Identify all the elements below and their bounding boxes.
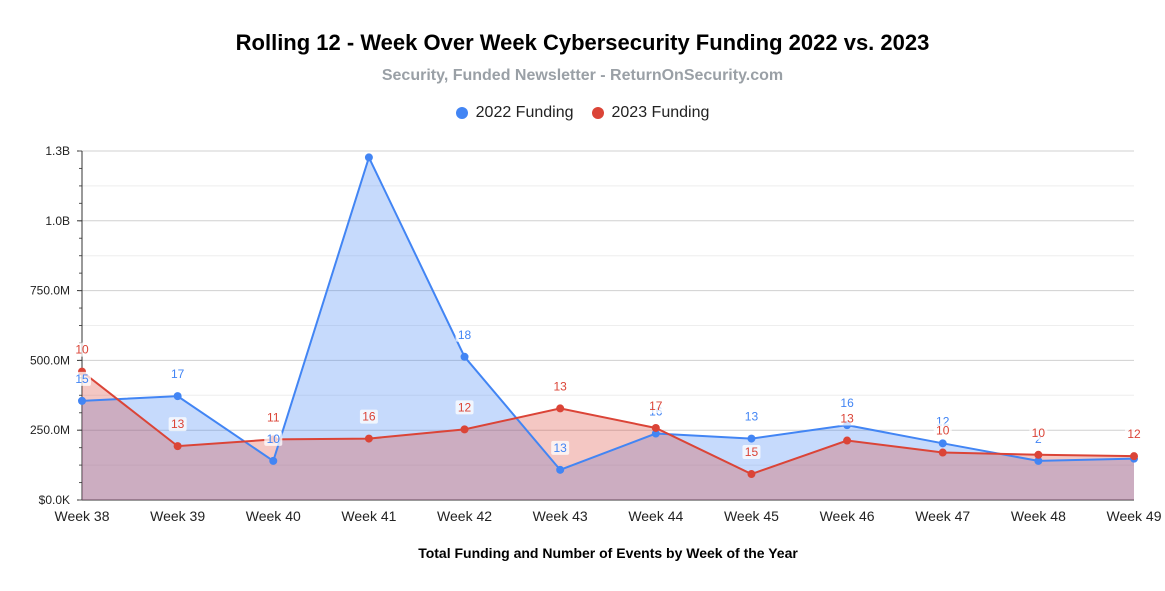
data-point-series-1[interactable] — [1130, 452, 1138, 461]
data-point-series-0[interactable] — [173, 392, 182, 401]
data-point-series-1[interactable] — [173, 442, 182, 451]
data-label-series-1: 17 — [649, 399, 663, 413]
area-series-1 — [82, 371, 1134, 500]
x-tick-label: Week 39 — [150, 508, 205, 524]
data-label-series-1: 10 — [1032, 426, 1046, 440]
legend-label-2022: 2022 Funding — [475, 104, 574, 121]
data-label-series-1: 13 — [554, 379, 568, 393]
legend: 2022 Funding 2023 Funding — [0, 104, 1165, 122]
data-point-series-1[interactable] — [556, 404, 565, 413]
data-label-bg — [742, 409, 761, 424]
data-point-series-0[interactable] — [938, 439, 947, 448]
line-series-0 — [81, 154, 1135, 472]
data-point-series-0[interactable] — [78, 396, 86, 405]
data-label-series-1: 10 — [936, 424, 950, 438]
data-point-series-1[interactable] — [843, 436, 852, 445]
data-label-bg — [1125, 427, 1143, 442]
data-label-bg — [73, 371, 91, 386]
data-label-series-1: 12 — [1127, 427, 1141, 441]
data-point-series-1[interactable] — [651, 423, 660, 432]
data-point-series-1[interactable] — [938, 448, 947, 457]
x-tick-label: Week 48 — [1011, 508, 1066, 524]
data-label-bg — [359, 409, 378, 424]
data-label-series-0: 13 — [554, 441, 568, 455]
data-label-bg — [73, 342, 91, 357]
data-point-series-0[interactable] — [269, 456, 278, 465]
y-tick-label: 250.0M — [30, 423, 70, 437]
y-tick-label: 750.0M — [30, 284, 70, 298]
x-tick-label: Week 43 — [533, 508, 588, 524]
x-tick-label: Week 47 — [915, 508, 970, 524]
data-label-bg — [838, 411, 857, 426]
data-label-series-1: 13 — [840, 412, 854, 426]
data-label-bg — [551, 379, 570, 394]
data-label-bg — [742, 445, 761, 460]
x-tick-label: Week 38 — [55, 508, 110, 524]
y-tick-label: $0.0K — [39, 493, 70, 507]
data-label-bg — [933, 423, 952, 438]
data-label-bg — [551, 440, 570, 455]
data-label-series-0: 15 — [75, 372, 89, 386]
data-label-series-1: 12 — [458, 400, 472, 414]
data-point-series-1[interactable] — [460, 425, 469, 434]
data-point-series-0[interactable] — [556, 465, 565, 474]
x-axis-title: Total Funding and Number of Events by We… — [418, 545, 798, 561]
y-tick-label: 1.0B — [45, 214, 70, 228]
x-tick-label: Week 42 — [437, 508, 492, 524]
data-label-series-0: 18 — [458, 328, 472, 342]
x-tick-label: Week 44 — [628, 508, 683, 524]
line-series-1 — [81, 370, 1135, 476]
legend-item-2023[interactable]: 2023 Funding — [591, 104, 710, 122]
data-label-series-0: 17 — [171, 367, 185, 381]
y-tick-label: 500.0M — [30, 353, 70, 367]
y-tick-label: 1.3B — [45, 144, 70, 158]
chart-title: Rolling 12 - Week Over Week Cybersecurit… — [235, 30, 930, 55]
legend-item-2022[interactable]: 2022 Funding — [455, 104, 574, 122]
data-label-series-1: 13 — [171, 417, 185, 431]
data-point-series-0[interactable] — [747, 434, 756, 443]
x-tick-label: Week 49 — [1107, 508, 1162, 524]
data-label-bg — [168, 417, 187, 432]
chart-subtitle: Security, Funded Newsletter - ReturnOnSe… — [381, 67, 784, 84]
data-label-bg — [838, 396, 857, 411]
data-point-series-1[interactable] — [364, 434, 373, 443]
data-label-series-0: 13 — [745, 410, 759, 424]
data-point-series-1[interactable] — [1034, 450, 1043, 459]
data-label-bg — [264, 431, 283, 446]
data-label-bg — [1029, 425, 1048, 440]
x-tick-label: Week 40 — [246, 508, 301, 524]
area-series-0 — [82, 157, 1134, 500]
x-tick-label: Week 45 — [724, 508, 779, 524]
data-label-bg — [455, 400, 474, 415]
data-label-series-0: 10 — [267, 432, 281, 446]
data-label-series-1: 11 — [267, 410, 280, 424]
data-label-series-1: 15 — [745, 445, 759, 459]
legend-marker-2023 — [591, 107, 604, 119]
data-label-bg — [264, 410, 283, 425]
x-tick-label: Week 46 — [820, 508, 875, 524]
data-label-bg — [168, 367, 187, 382]
data-label-series-1: 16 — [362, 410, 376, 424]
data-point-series-0[interactable] — [1034, 456, 1043, 465]
legend-marker-2022 — [455, 107, 468, 119]
data-point-series-0[interactable] — [651, 429, 660, 438]
data-label-bg — [455, 327, 474, 342]
data-label-series-1: 10 — [75, 343, 89, 357]
data-label-series-0: 16 — [840, 396, 854, 410]
data-point-series-1[interactable] — [747, 470, 756, 479]
data-label-bg — [646, 398, 665, 413]
legend-label-2023: 2023 Funding — [611, 104, 710, 121]
data-point-series-0[interactable] — [364, 153, 373, 162]
x-tick-label: Week 41 — [341, 508, 396, 524]
data-point-series-0[interactable] — [460, 352, 469, 361]
